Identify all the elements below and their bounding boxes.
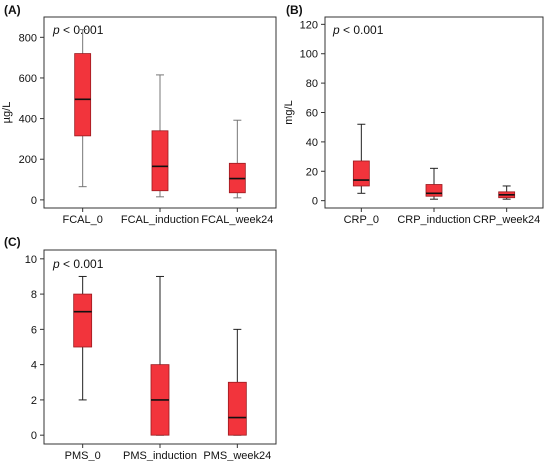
x-tick-label: CRP_0: [344, 214, 379, 226]
y-tick-label: 2: [31, 395, 37, 407]
y-tick-label: 60: [306, 108, 318, 120]
x-tick-label: PMS_week24: [203, 450, 271, 461]
x-tick-label: PMS_induction: [123, 450, 197, 461]
panel-3: (C) p < 0.001 0 2 4 6 8 10 PMS_0 PMS_induction PMS…: [4, 235, 277, 461]
y-axis-label: µg/L: [1, 102, 13, 124]
x-tick-label: CRP_induction: [397, 214, 470, 226]
p-value-annotation: p < 0.001: [52, 23, 104, 37]
x-tick-label: FCAL_week24: [201, 214, 273, 226]
y-tick-label: 4: [31, 360, 37, 372]
x-tick-label: FCAL_induction: [121, 214, 199, 226]
y-tick-label: 80: [306, 78, 318, 90]
y-tick-label: 40: [306, 137, 318, 149]
y-tick-label: 120: [300, 19, 318, 31]
y-tick-label: 400: [19, 114, 37, 126]
box: [425, 184, 443, 197]
panel-2: (B) p < 0.001 0 20 40 60 80 100 120 mg/L CRP_0 CRP_…: [283, 3, 544, 226]
y-tick-label: 100: [300, 49, 318, 61]
box: [227, 381, 247, 436]
y-tick-label: 6: [31, 324, 37, 336]
p-value-annotation: p < 0.001: [52, 257, 104, 271]
box: [151, 130, 169, 192]
y-tick-label: 8: [31, 289, 37, 301]
box: [352, 160, 370, 187]
x-tick-label: PMS_0: [65, 450, 101, 461]
panel-1: (A) p < 0.001 0 200 400 600 800 µg/L FCAL_0 FCAL_…: [1, 3, 277, 226]
y-tick-label: 800: [19, 32, 37, 44]
y-tick-label: 20: [306, 166, 318, 178]
panel-label: (A): [4, 3, 21, 17]
y-tick-label: 0: [31, 195, 37, 207]
p-value-annotation: p < 0.001: [332, 23, 384, 37]
y-tick-label: 600: [19, 73, 37, 85]
y-axis-label: mg/L: [283, 100, 295, 124]
y-tick-label: 200: [19, 154, 37, 166]
panel-label: (C): [4, 235, 21, 249]
y-tick-label: 0: [312, 196, 318, 208]
panel-label: (B): [286, 3, 303, 17]
box: [74, 53, 92, 137]
box: [73, 293, 93, 348]
y-tick-label: 0: [31, 430, 37, 442]
x-tick-label: CRP_week24: [473, 214, 540, 226]
y-tick-label: 10: [25, 254, 37, 266]
x-tick-label: FCAL_0: [62, 214, 102, 226]
